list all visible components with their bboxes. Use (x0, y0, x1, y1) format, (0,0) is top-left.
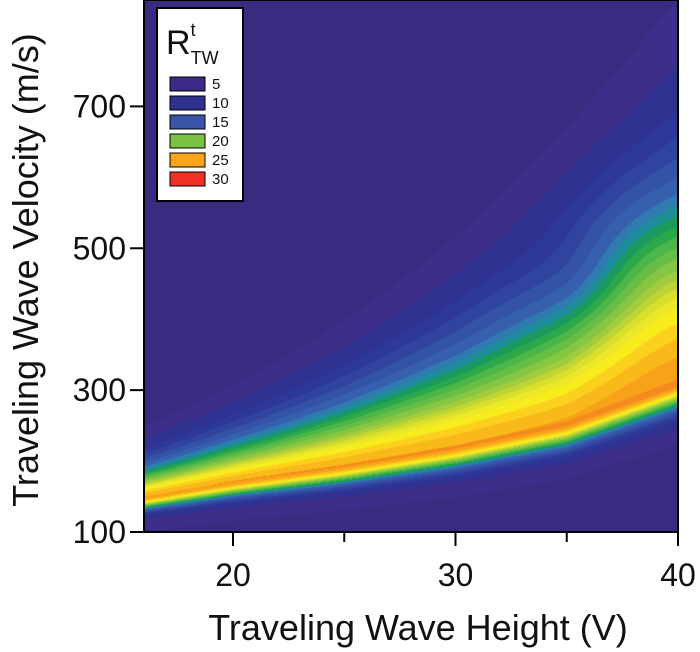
y-axis-title: Traveling Wave Velocity (m/s) (5, 33, 46, 506)
legend: Rt TW 5 10 15 20 25 30 (156, 7, 244, 202)
legend-label: 15 (212, 114, 229, 131)
legend-swatch (169, 76, 206, 92)
x-tick-label: 30 (438, 557, 474, 593)
legend-swatch (169, 114, 206, 130)
x-tick-label: 20 (215, 557, 251, 593)
plot-frame (143, 0, 679, 533)
legend-label: 30 (212, 171, 229, 188)
y-tick-label: 500 (73, 230, 126, 266)
legend-title-sup: t (191, 20, 196, 40)
y-tick-label: 300 (73, 372, 126, 408)
legend-swatch (169, 152, 206, 168)
legend-title: Rt TW (166, 20, 219, 68)
legend-title-main: R (166, 24, 191, 62)
x-axis-ticks: 20 30 40 (215, 532, 696, 593)
legend-label: 10 (212, 95, 229, 112)
legend-swatch (169, 95, 206, 111)
legend-title-sub: TW (191, 48, 219, 68)
legend-swatch (169, 171, 206, 187)
y-tick-label: 700 (73, 88, 126, 124)
x-axis-title: Traveling Wave Height (V) (208, 607, 627, 648)
x-tick-label: 40 (660, 557, 696, 593)
legend-swatch (169, 133, 206, 149)
legend-entries: 5 10 15 20 25 30 (169, 76, 229, 188)
y-axis-ticks: 100 300 500 700 (73, 88, 144, 550)
legend-label: 25 (212, 152, 229, 169)
legend-label: 5 (212, 76, 220, 93)
legend-label: 20 (212, 133, 229, 150)
y-tick-label: 100 (73, 514, 126, 550)
